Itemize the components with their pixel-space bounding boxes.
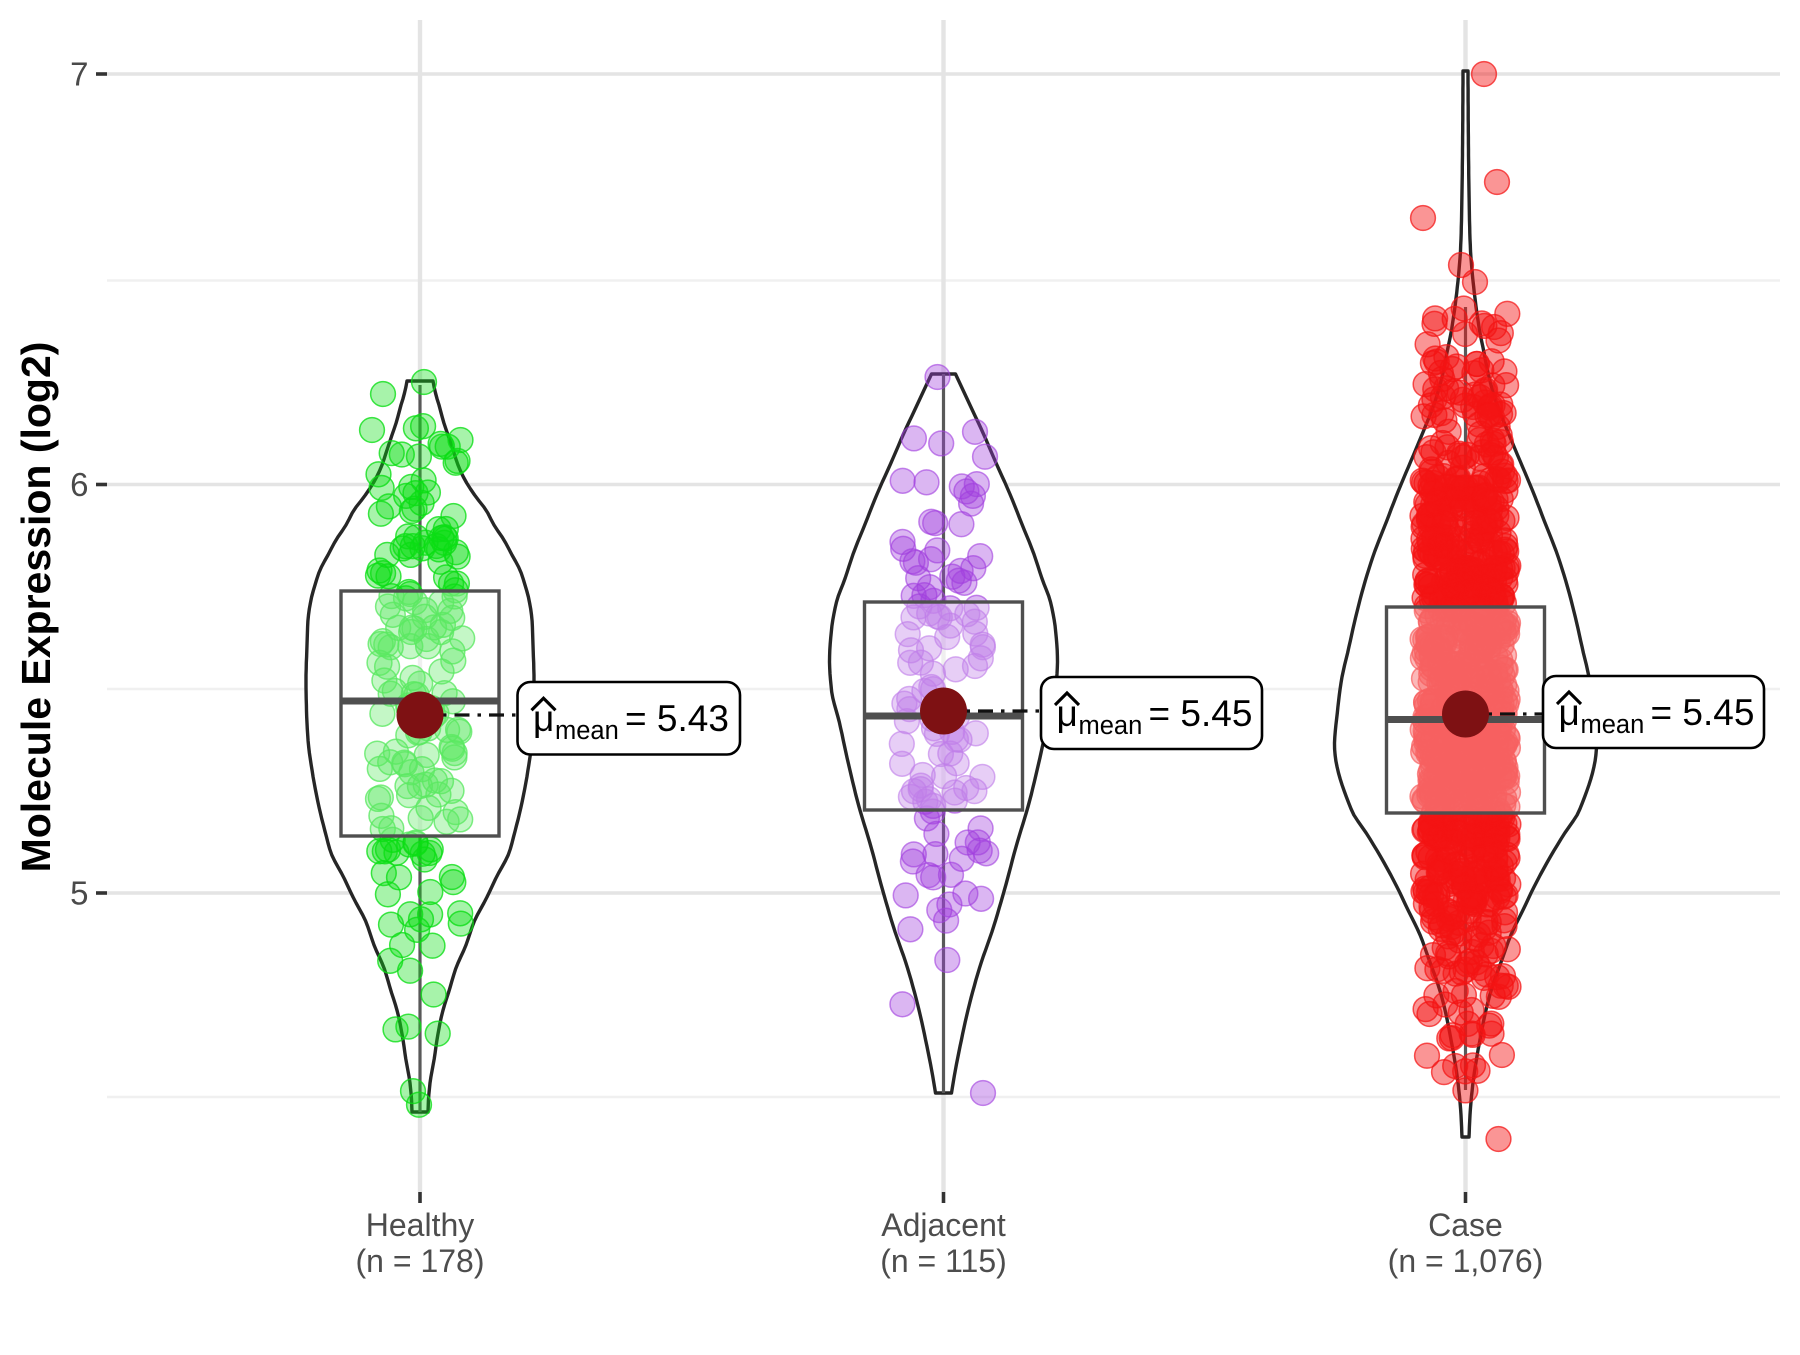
svg-text:mean: mean	[1079, 712, 1143, 740]
svg-text:μ: μ	[1559, 692, 1580, 733]
svg-text:Adjacent: Adjacent	[881, 1207, 1006, 1243]
svg-text:= 5.45: = 5.45	[1149, 693, 1253, 734]
svg-text:Case: Case	[1428, 1207, 1503, 1243]
svg-text:(n = 115): (n = 115)	[880, 1243, 1007, 1279]
svg-text:mean: mean	[555, 717, 619, 745]
svg-text:7: 7	[70, 56, 88, 93]
svg-text:mean: mean	[1581, 711, 1645, 739]
svg-text:5: 5	[70, 875, 88, 912]
svg-text:= 5.43: = 5.43	[625, 698, 729, 739]
svg-text:Healthy: Healthy	[366, 1207, 475, 1243]
svg-text:(n = 1,076): (n = 1,076)	[1388, 1243, 1544, 1279]
svg-text:= 5.45: = 5.45	[1651, 692, 1755, 733]
svg-text:Molecule Expression (log2): Molecule Expression (log2)	[13, 342, 59, 873]
svg-text:(n = 178): (n = 178)	[356, 1243, 485, 1279]
svg-text:μ: μ	[533, 698, 554, 739]
svg-text:6: 6	[70, 466, 88, 503]
svg-text:μ: μ	[1057, 693, 1078, 734]
